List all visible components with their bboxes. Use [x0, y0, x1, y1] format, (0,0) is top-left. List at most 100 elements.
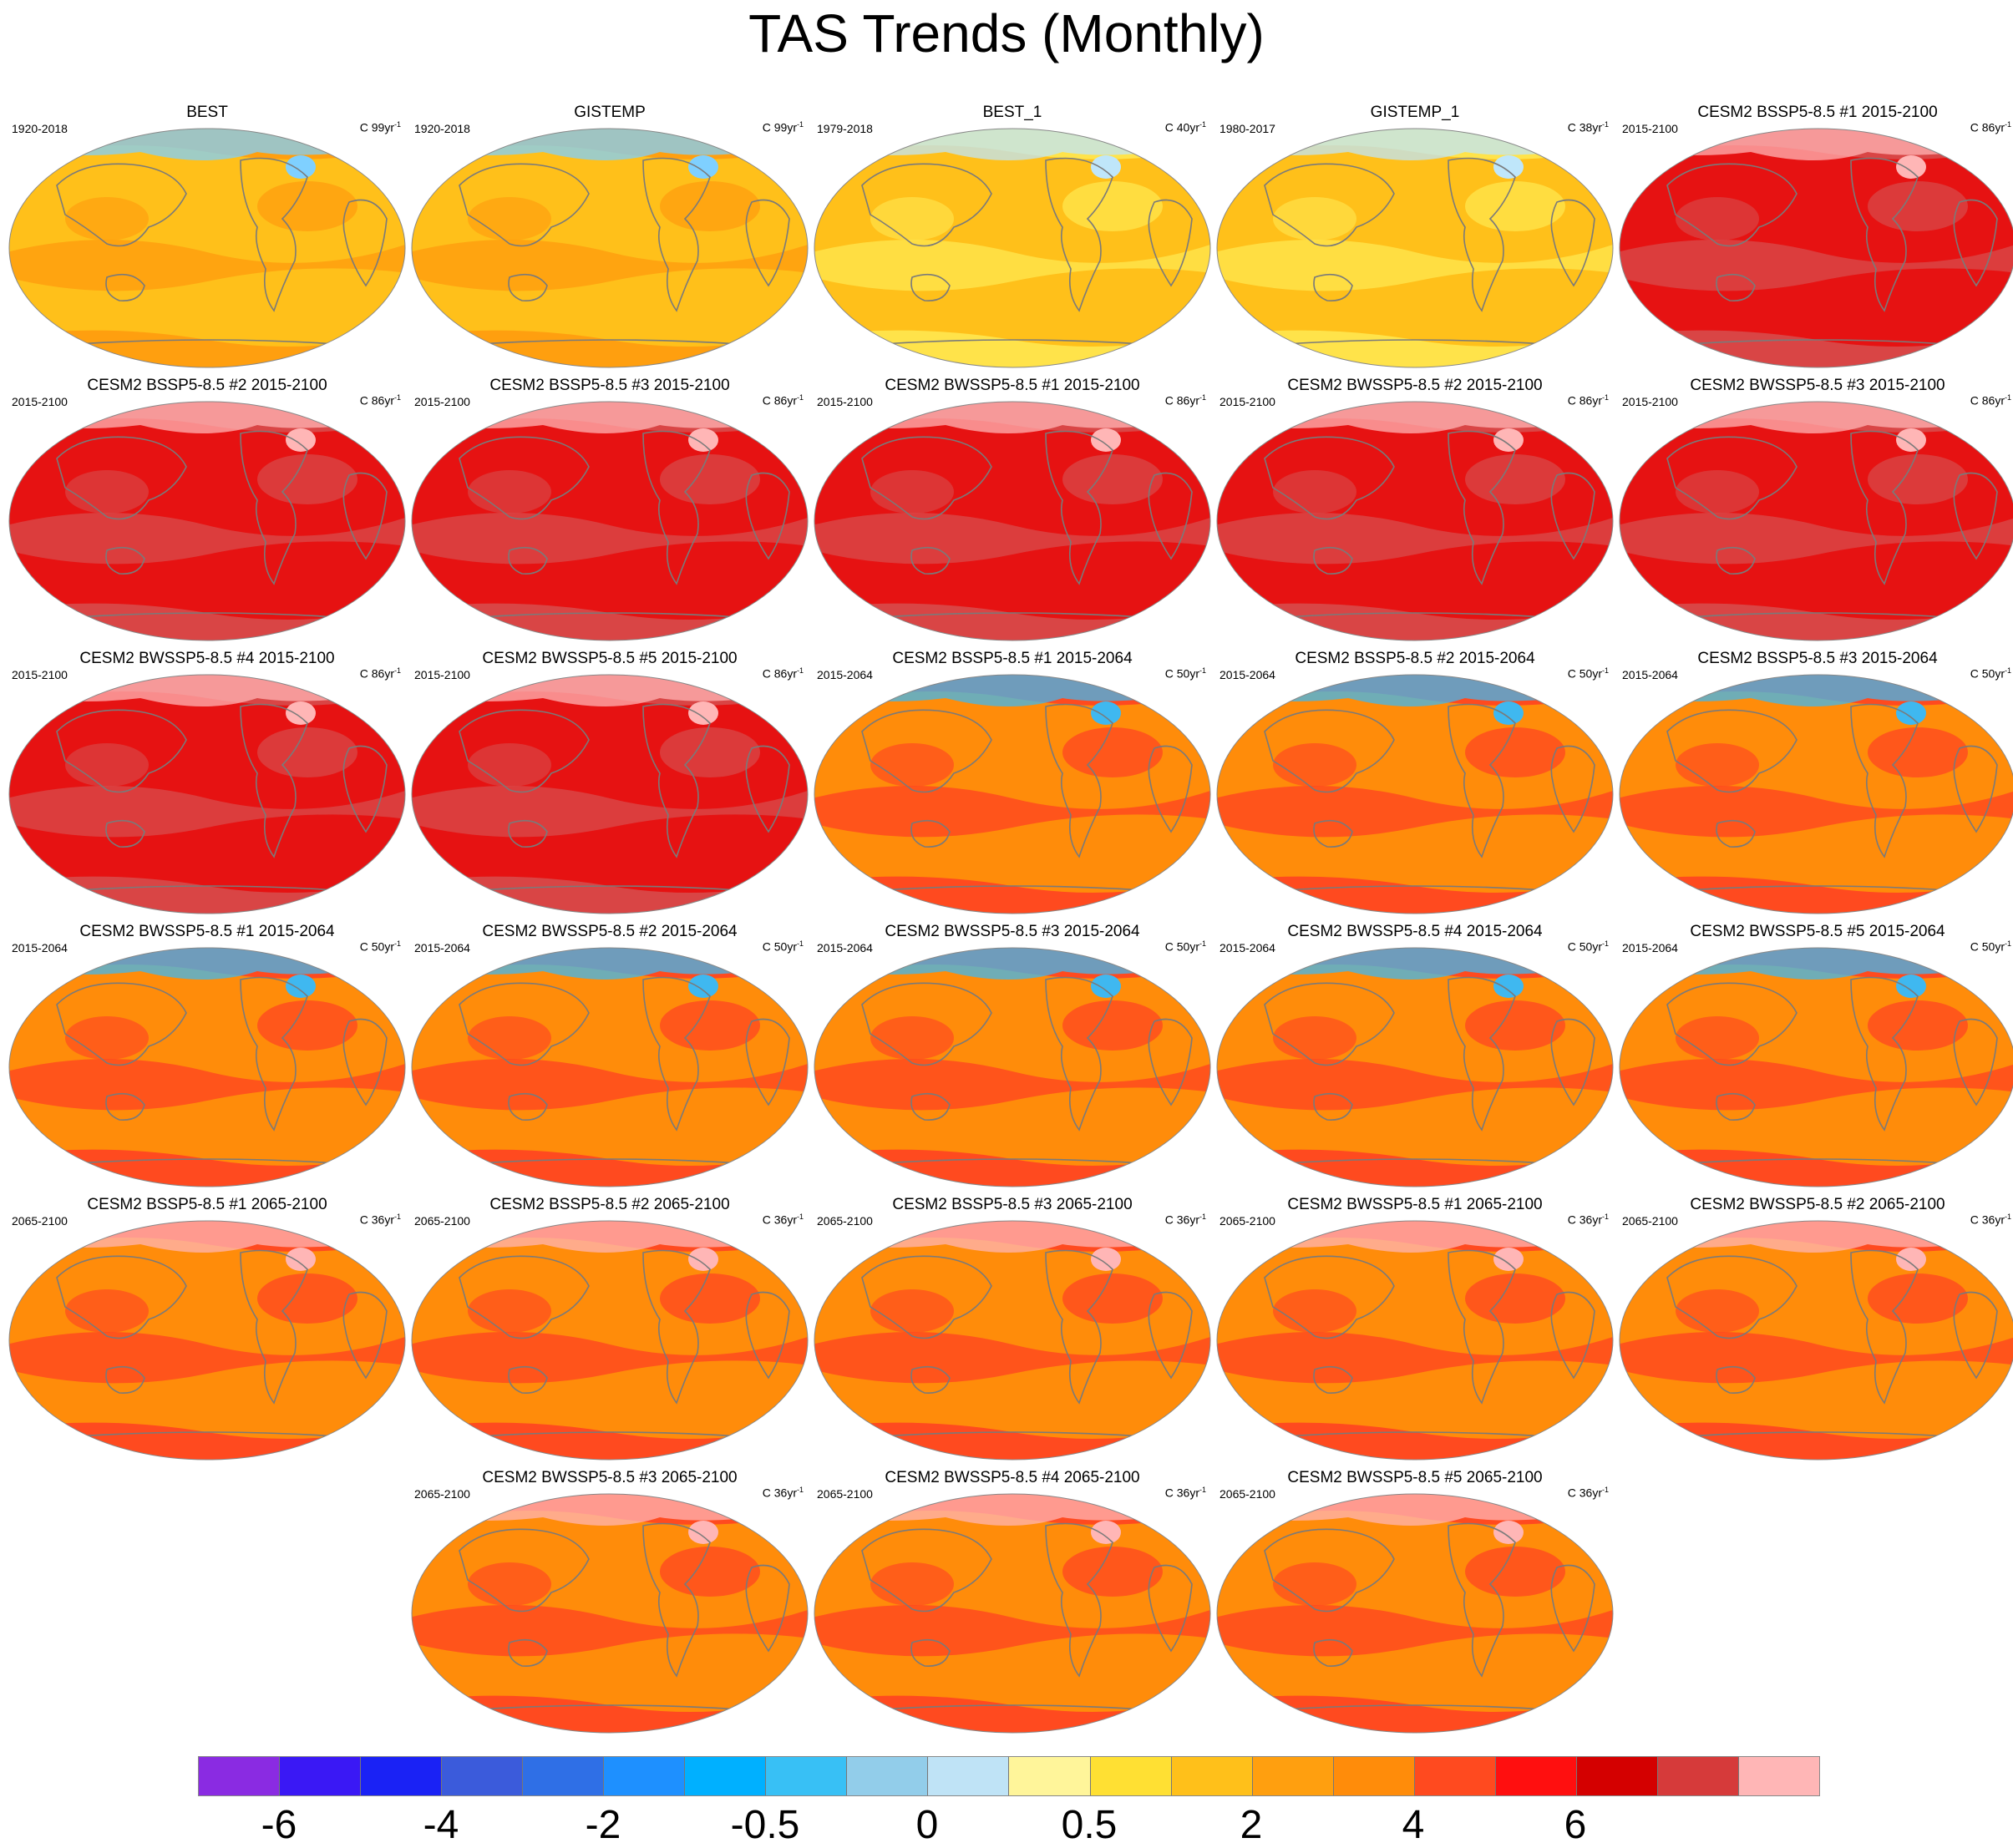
units-text: C 86yr [1970, 393, 2005, 408]
americas-region [257, 181, 357, 231]
eurasia-coastline [1264, 163, 1395, 247]
asia-region [870, 1016, 954, 1060]
units-text: C 50yr [359, 939, 394, 954]
panel-period: 2065-2100 [817, 1487, 873, 1501]
panel-units: C 50yr-1 [1970, 666, 2011, 681]
map-projection [411, 401, 809, 641]
eurasia-coastline [459, 709, 590, 793]
australia-coastline [1716, 819, 1756, 848]
map-outline [8, 947, 406, 1187]
asia-region [870, 1562, 954, 1606]
panel-title: CESM2 BWSSP5-8.5 #1 2015-2064 [79, 923, 335, 940]
units-text: C 50yr [1567, 666, 1602, 681]
eurasia-coastline [861, 1528, 992, 1613]
asia-region [1676, 1016, 1759, 1060]
colorbar-box [1738, 1757, 1819, 1795]
panel-units: C 86yr-1 [360, 666, 401, 681]
americas-coastline [1850, 976, 1919, 1132]
africa-coastline [342, 1018, 388, 1106]
americas-region [1868, 181, 1968, 231]
asia-region [1273, 470, 1356, 514]
map-panel: CESM2 BWSSP5-8.5 #5 2065-2100 2065-2100 C … [1214, 1467, 1615, 1734]
colorbar-box [442, 1757, 524, 1795]
polar-cap [1217, 1494, 1613, 1526]
map-outline [1619, 128, 2013, 368]
eurasia-coastline [1264, 1255, 1395, 1339]
north-atlantic-anomaly [1493, 701, 1524, 725]
africa-coastline [1550, 745, 1595, 833]
asia-region [468, 470, 551, 514]
map-projection [1619, 128, 2013, 368]
units-exponent: -1 [2004, 393, 2011, 402]
units-exponent: -1 [1601, 666, 1609, 675]
units-text: C 50yr [762, 939, 797, 954]
americas-region [1465, 727, 1565, 777]
asia-region [65, 743, 149, 787]
eurasia-coastline [459, 1528, 590, 1613]
units-text: C 86yr [359, 393, 394, 408]
panel-period: 2015-2064 [414, 941, 470, 954]
colorbar-tick-label: 0.5 [1061, 1803, 1118, 1847]
australia-coastline [508, 1092, 548, 1121]
map-outline [1619, 674, 2013, 914]
units-exponent: -1 [796, 393, 804, 402]
panel-units: C 36yr-1 [1165, 1486, 1206, 1500]
americas-coastline [1045, 430, 1113, 585]
map-panel: BEST_1 1979-2018 C 40yr-1 [812, 102, 1213, 369]
americas-coastline [642, 1522, 711, 1678]
polar-cap [9, 948, 405, 980]
australia-coastline [1313, 546, 1353, 575]
panel-title: CESM2 BWSSP5-8.5 #3 2065-2100 [482, 1469, 738, 1486]
map-projection [1216, 128, 1614, 368]
panel-title: CESM2 BSSP5-8.5 #1 2065-2100 [87, 1196, 327, 1213]
map-projection [1619, 947, 2013, 1187]
colorbar-box [1576, 1757, 1658, 1795]
panel-units: C 38yr-1 [1568, 120, 1609, 134]
panel-period: 1920-2018 [12, 122, 68, 135]
africa-coastline [745, 1564, 790, 1653]
units-text: C 99yr [359, 120, 394, 134]
panel-period: 2015-2100 [414, 668, 470, 681]
north-atlantic-anomaly [1091, 155, 1121, 179]
eurasia-coastline [1264, 436, 1395, 520]
panel-units: C 99yr-1 [360, 120, 401, 134]
map-panel: CESM2 BWSSP5-8.5 #2 2015-2100 2015-2100 C … [1214, 375, 1615, 642]
north-atlantic-anomaly [1493, 1521, 1524, 1544]
panel-period: 2015-2064 [1622, 668, 1678, 681]
units-exponent: -1 [796, 120, 804, 129]
map-panel: CESM2 BWSSP5-8.5 #5 2015-2100 2015-2100 C … [409, 648, 810, 915]
north-atlantic-anomaly [1896, 975, 1926, 998]
map-projection [411, 947, 809, 1187]
colorbar-box [1657, 1757, 1739, 1795]
colorbar-box [1495, 1757, 1577, 1795]
africa-coastline [1953, 1018, 1998, 1106]
units-exponent: -1 [1199, 120, 1206, 129]
colorbar-box [1009, 1757, 1091, 1795]
map-projection [8, 1220, 406, 1461]
africa-coastline [1148, 1018, 1193, 1106]
colorbar-box [766, 1757, 848, 1795]
africa-coastline [342, 745, 388, 833]
map-panel: CESM2 BWSSP5-8.5 #1 2015-2064 2015-2064 C … [7, 921, 408, 1188]
map-outline [814, 128, 1211, 368]
map-projection [8, 947, 406, 1187]
map-outline [1619, 1220, 2013, 1461]
eurasia-coastline [1264, 709, 1395, 793]
panel-title: CESM2 BWSSP5-8.5 #3 2015-2100 [1690, 377, 1945, 394]
map-panel: CESM2 BWSSP5-8.5 #4 2065-2100 2065-2100 C … [812, 1467, 1213, 1734]
polar-cap [1620, 948, 2013, 980]
panel-title: CESM2 BWSSP5-8.5 #5 2065-2100 [1287, 1469, 1543, 1486]
africa-coastline [1148, 1564, 1193, 1653]
asia-region [1273, 1016, 1356, 1060]
map-panel: CESM2 BWSSP5-8.5 #4 2015-2064 2015-2064 C … [1214, 921, 1615, 1188]
units-text: C 36yr [762, 1486, 797, 1500]
panel-period: 2015-2064 [1219, 941, 1275, 954]
map-outline [411, 128, 809, 368]
map-projection [1619, 401, 2013, 641]
map-panel: CESM2 BSSP5-8.5 #2 2015-2064 2015-2064 C 5… [1214, 648, 1615, 915]
asia-region [1676, 743, 1759, 787]
panel-period: 1920-2018 [414, 122, 470, 135]
panel-units: C 86yr-1 [1568, 393, 1609, 408]
map-outline [8, 401, 406, 641]
eurasia-coastline [459, 436, 590, 520]
